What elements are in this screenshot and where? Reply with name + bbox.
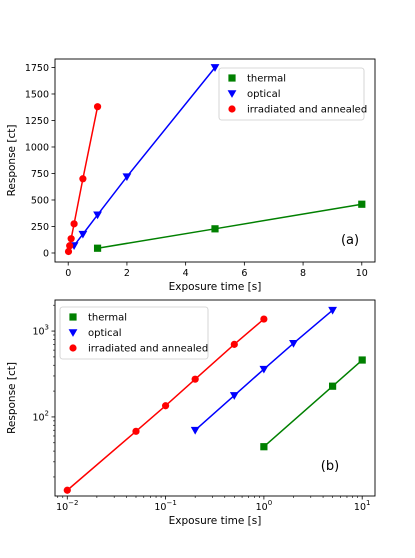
y-axis-label: Response [ct]: [6, 362, 18, 434]
data-point-1: [328, 306, 337, 315]
data-point-2: [67, 235, 75, 243]
legend-label: irradiated and annealed: [88, 344, 208, 355]
legend-marker: [69, 313, 77, 321]
x-axis-label: Exposure time [s]: [169, 281, 262, 293]
x-tick-label: 10: [356, 268, 368, 279]
y-tick-label: 500: [31, 195, 49, 206]
x-tick-label: 6: [241, 268, 247, 279]
panel-a: 0 2 4 6 8 10 0 250 500 750 1000 1250 1500 1750 Exposur…: [6, 58, 376, 293]
legend-label: thermal: [247, 74, 286, 85]
axes-frame: [54, 58, 376, 263]
series-line-0: [263, 359, 363, 448]
panel-label: (a): [341, 233, 359, 248]
x-tick-label: 8: [300, 268, 306, 279]
series-line-0: [97, 203, 362, 249]
data-point-2: [230, 340, 238, 348]
series-line-1: [73, 67, 216, 247]
data-point-2: [260, 315, 268, 323]
data-point-1: [229, 392, 239, 400]
y-axis-label: Response [ct]: [6, 125, 18, 197]
axes-frame: [54, 299, 376, 497]
series-line-2: [66, 318, 265, 491]
y-tick-label: 102: [32, 409, 49, 423]
data-point-2: [66, 242, 74, 250]
data-point-2: [63, 486, 71, 494]
x-tick-label: 10−1: [154, 499, 176, 513]
legend-marker: [69, 344, 77, 352]
legend-marker: [227, 90, 237, 98]
data-point-2: [161, 402, 170, 410]
y-tick-label: 103: [32, 324, 49, 338]
legend-marker: [68, 329, 78, 337]
x-tick-label: 10−2: [56, 499, 78, 513]
data-point-1: [190, 426, 200, 435]
y-tick-label: 750: [31, 169, 49, 180]
legend-marker: [228, 74, 236, 82]
x-tick-label: 2: [124, 268, 130, 279]
data-point-2: [93, 103, 102, 111]
data-point-2: [79, 175, 87, 183]
x-tick-label: 0: [65, 268, 71, 279]
legend-marker: [228, 105, 236, 113]
x-axis-label: Exposure time [s]: [169, 515, 262, 527]
y-tick-label: 250: [31, 222, 49, 233]
legend-box: [59, 306, 209, 360]
y-tick-label: 1000: [25, 142, 49, 153]
data-point-0: [211, 225, 219, 233]
data-point-2: [191, 375, 199, 383]
y-tick-label: 1500: [25, 89, 49, 100]
legend-label: thermal: [88, 313, 127, 324]
legend-label: optical: [88, 328, 122, 339]
legend-label: optical: [247, 89, 281, 100]
y-tick-label: 0: [43, 248, 49, 259]
legend-label: irradiated and annealed: [247, 105, 367, 116]
legend-box: [218, 67, 365, 121]
data-point-1: [122, 173, 132, 182]
x-tick-label: 101: [354, 499, 371, 513]
data-point-2: [132, 427, 140, 435]
data-point-0: [328, 382, 337, 390]
data-point-0: [358, 356, 366, 364]
data-point-1: [78, 230, 88, 239]
panel-b: 10−2 10−1 100 101 102 103 Exposure time [s] Res…: [6, 299, 376, 527]
data-point-1: [289, 340, 298, 348]
panel-label: (b): [321, 459, 339, 474]
legend: thermal optical irradiated and annealed: [59, 306, 209, 360]
y-tick-label: 1750: [25, 63, 49, 74]
data-point-1: [93, 211, 102, 220]
data-point-2: [70, 220, 78, 228]
data-point-2: [64, 247, 73, 256]
y-tick-label: 1250: [25, 116, 49, 127]
x-tick-label: 100: [256, 499, 273, 513]
data-point-0: [93, 244, 102, 252]
data-point-0: [260, 443, 268, 451]
data-point-1: [259, 365, 269, 374]
x-tick-label: 4: [183, 268, 189, 279]
legend: thermal optical irradiated and annealed: [218, 67, 367, 121]
data-point-0: [358, 200, 366, 208]
data-point-1: [210, 64, 220, 72]
